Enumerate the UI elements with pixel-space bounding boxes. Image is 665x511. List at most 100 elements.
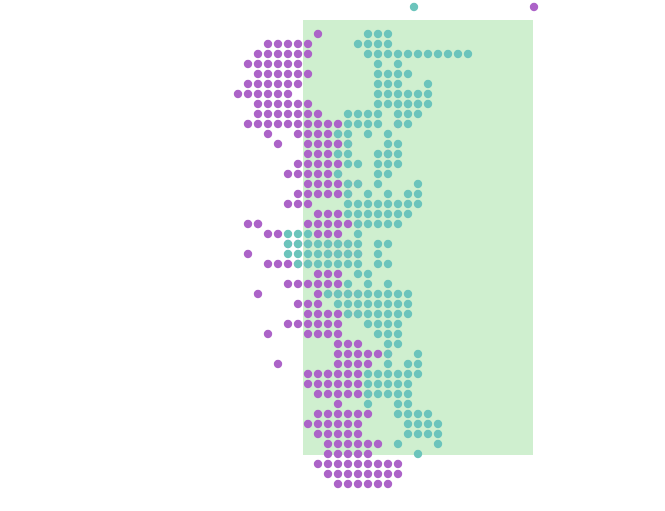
- point-series-1: [293, 59, 303, 69]
- point-series-2: [343, 119, 353, 129]
- point-series-2: [393, 399, 403, 409]
- point-series-2: [413, 349, 423, 359]
- point-series-1: [303, 379, 313, 389]
- point-series-1: [303, 189, 313, 199]
- point-series-2: [393, 319, 403, 329]
- point-series-1: [333, 279, 343, 289]
- point-series-1: [363, 439, 373, 449]
- point-series-1: [303, 159, 313, 169]
- point-series-2: [283, 229, 293, 239]
- point-series-1: [253, 109, 263, 119]
- point-series-1: [283, 119, 293, 129]
- point-series-1: [373, 459, 383, 469]
- point-series-1: [283, 199, 293, 209]
- point-series-1: [243, 79, 253, 89]
- point-series-1: [293, 39, 303, 49]
- point-series-1: [253, 59, 263, 69]
- point-series-2: [373, 379, 383, 389]
- point-series-2: [363, 119, 373, 129]
- point-series-1: [333, 479, 343, 489]
- point-series-2: [363, 389, 373, 399]
- point-series-2: [303, 239, 313, 249]
- point-series-2: [353, 209, 363, 219]
- point-series-2: [423, 89, 433, 99]
- point-series-1: [313, 309, 323, 319]
- point-series-2: [383, 349, 393, 359]
- point-series-1: [293, 79, 303, 89]
- point-series-1: [333, 409, 343, 419]
- point-series-1: [333, 419, 343, 429]
- point-series-2: [383, 159, 393, 169]
- point-series-1: [303, 49, 313, 59]
- point-series-2: [413, 89, 423, 99]
- point-series-1: [263, 79, 273, 89]
- point-series-2: [343, 239, 353, 249]
- point-series-2: [343, 209, 353, 219]
- point-series-2: [343, 309, 353, 319]
- point-series-1: [353, 469, 363, 479]
- point-series-2: [363, 279, 373, 289]
- point-series-1: [283, 109, 293, 119]
- point-series-2: [393, 109, 403, 119]
- point-series-2: [383, 79, 393, 89]
- point-series-1: [313, 139, 323, 149]
- point-series-2: [353, 249, 363, 259]
- point-series-1: [323, 229, 333, 239]
- point-series-2: [403, 379, 413, 389]
- point-series-2: [383, 99, 393, 109]
- point-series-1: [273, 69, 283, 79]
- point-series-2: [403, 209, 413, 219]
- point-series-1: [313, 329, 323, 339]
- point-series-2: [393, 119, 403, 129]
- point-series-1: [363, 459, 373, 469]
- point-series-1: [353, 449, 363, 459]
- point-series-2: [383, 29, 393, 39]
- point-series-1: [253, 69, 263, 79]
- point-series-1: [343, 379, 353, 389]
- point-series-2: [333, 259, 343, 269]
- point-series-1: [333, 469, 343, 479]
- point-series-2: [333, 249, 343, 259]
- point-series-2: [363, 299, 373, 309]
- point-series-1: [343, 449, 353, 459]
- point-series-1: [263, 59, 273, 69]
- point-series-1: [343, 389, 353, 399]
- point-series-2: [403, 199, 413, 209]
- point-series-1: [363, 359, 373, 369]
- point-series-1: [343, 429, 353, 439]
- point-series-2: [373, 199, 383, 209]
- point-series-1: [273, 259, 283, 269]
- point-series-1: [293, 319, 303, 329]
- point-series-2: [383, 219, 393, 229]
- point-series-1: [333, 269, 343, 279]
- point-series-2: [383, 89, 393, 99]
- point-series-1: [263, 229, 273, 239]
- point-series-2: [433, 49, 443, 59]
- point-series-1: [313, 119, 323, 129]
- point-series-2: [353, 179, 363, 189]
- point-series-1: [243, 119, 253, 129]
- point-series-1: [253, 219, 263, 229]
- point-series-2: [393, 79, 403, 89]
- point-series-1: [333, 319, 343, 329]
- point-series-1: [333, 209, 343, 219]
- point-series-2: [423, 419, 433, 429]
- point-series-1: [303, 129, 313, 139]
- point-series-2: [383, 239, 393, 249]
- point-series-2: [383, 149, 393, 159]
- point-series-2: [393, 209, 403, 219]
- point-series-1: [283, 69, 293, 79]
- point-series-2: [433, 439, 443, 449]
- point-series-1: [313, 159, 323, 169]
- point-series-2: [383, 199, 393, 209]
- point-series-2: [353, 309, 363, 319]
- point-series-2: [393, 59, 403, 69]
- point-series-1: [323, 309, 333, 319]
- point-series-1: [353, 479, 363, 489]
- point-series-1: [343, 369, 353, 379]
- point-series-2: [413, 359, 423, 369]
- point-series-2: [393, 69, 403, 79]
- point-series-2: [453, 49, 463, 59]
- point-series-2: [383, 359, 393, 369]
- point-series-1: [343, 339, 353, 349]
